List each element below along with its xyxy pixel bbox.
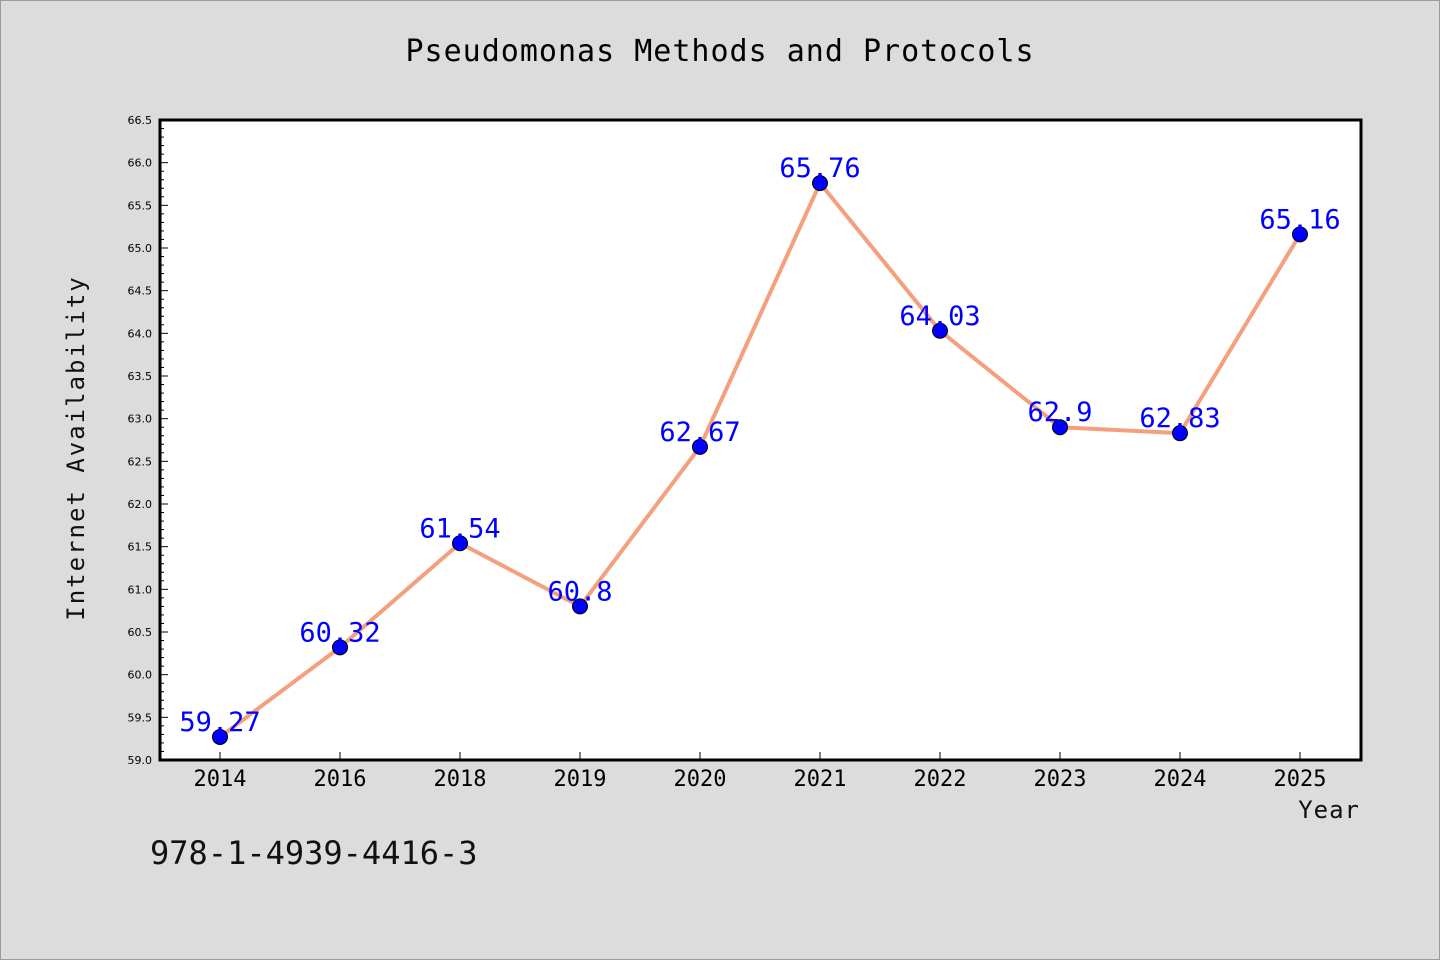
y-tick-label: 66.0 — [128, 157, 153, 170]
y-tick-label: 66.5 — [128, 114, 153, 127]
data-point — [692, 438, 708, 455]
data-point — [1172, 425, 1188, 442]
y-tick-label: 61.0 — [128, 583, 153, 596]
x-tick-label: 2019 — [554, 767, 607, 792]
data-point — [212, 728, 228, 745]
data-point — [932, 322, 948, 339]
series-line — [218, 181, 1302, 739]
data-point — [452, 535, 468, 552]
data-label: 65.16 — [1259, 204, 1340, 235]
data-point — [572, 598, 588, 615]
x-tick-label: 2018 — [434, 767, 487, 792]
x-axis-ticks: 2014 2016 2018 2019 2020 2021 2022 2023 2024 2025 — [194, 752, 1327, 792]
y-tick-label: 59.0 — [128, 754, 153, 767]
x-tick-label: 2023 — [1034, 767, 1087, 792]
y-tick-label: 59.5 — [128, 711, 153, 724]
data-label: 62.9 — [1027, 397, 1092, 428]
y-tick-label: 60.5 — [128, 626, 153, 639]
chart-title: Pseudomonas Methods and Protocols — [405, 34, 1035, 69]
plot-border — [158, 118, 1363, 762]
x-axis-label: Year — [1298, 796, 1360, 824]
x-tick-label: 2022 — [914, 767, 967, 792]
data-point — [812, 175, 828, 192]
y-tick-label: 61.5 — [128, 541, 153, 554]
x-tick-label: 2024 — [1154, 767, 1207, 792]
x-tick-label: 2020 — [674, 767, 727, 792]
y-axis-ticks: 59.0 59.5 60.0 60.5 61.0 61.5 62.0 62.5 63.0 63.5… — [128, 114, 168, 767]
y-tick-label: 60.0 — [128, 669, 153, 682]
data-point — [1292, 226, 1308, 243]
isbn-text: 978-1-4939-4416-3 — [150, 834, 478, 872]
data-label: 60.8 — [547, 576, 612, 607]
y-tick-label: 62.5 — [128, 455, 153, 468]
data-label: 65.76 — [779, 153, 860, 184]
y-tick-label: 63.0 — [128, 413, 153, 426]
y-tick-label: 63.5 — [128, 370, 153, 383]
data-label: 64.03 — [899, 301, 980, 332]
data-label: 61.54 — [419, 513, 500, 544]
data-labels: 59.27 60.32 61.54 60.8 62.67 65.76 64.03 62.9 62… — [179, 153, 1340, 738]
y-tick-label: 65.5 — [128, 199, 153, 212]
data-label: 59.27 — [179, 707, 260, 738]
y-tick-label: 64.5 — [128, 285, 153, 298]
data-point — [1052, 419, 1068, 436]
y-tick-label: 64.0 — [128, 327, 153, 340]
x-tick-label: 2025 — [1274, 767, 1327, 792]
data-label: 60.32 — [299, 617, 380, 648]
x-tick-label: 2021 — [794, 767, 847, 792]
data-label: 62.83 — [1139, 403, 1220, 434]
x-tick-label: 2016 — [314, 767, 367, 792]
x-tick-label: 2014 — [194, 767, 247, 792]
plot-background — [160, 120, 1361, 760]
y-tick-label: 65.0 — [128, 242, 153, 255]
series-markers — [212, 175, 1308, 745]
data-label: 62.67 — [659, 417, 740, 448]
y-tick-label: 62.0 — [128, 498, 153, 511]
data-point — [332, 639, 348, 656]
